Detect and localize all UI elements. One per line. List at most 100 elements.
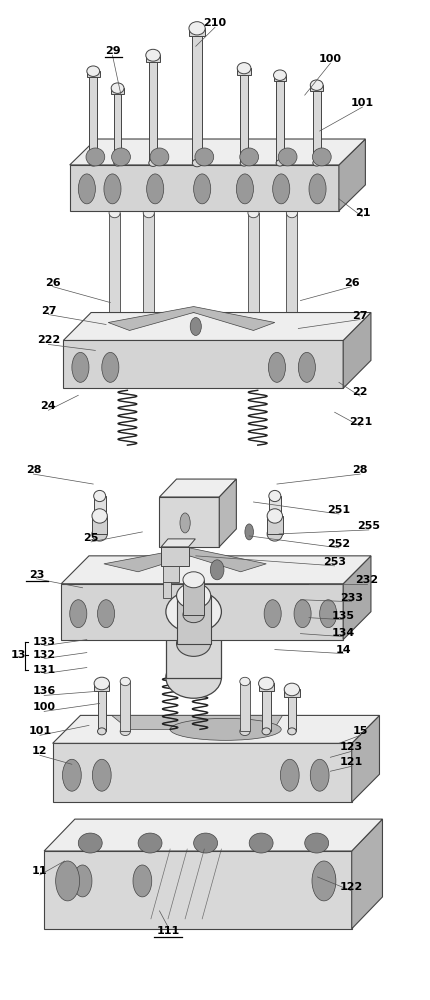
Ellipse shape: [284, 334, 300, 347]
Ellipse shape: [246, 334, 261, 347]
Ellipse shape: [143, 208, 154, 218]
Ellipse shape: [120, 677, 130, 686]
Ellipse shape: [248, 208, 259, 218]
Polygon shape: [63, 340, 343, 388]
Polygon shape: [70, 139, 366, 165]
Ellipse shape: [166, 657, 221, 698]
Ellipse shape: [312, 861, 336, 901]
Polygon shape: [111, 88, 124, 94]
Polygon shape: [161, 547, 188, 566]
Text: 27: 27: [353, 311, 368, 321]
Polygon shape: [87, 71, 100, 77]
Text: 253: 253: [323, 557, 346, 567]
Ellipse shape: [112, 148, 130, 166]
Ellipse shape: [313, 148, 331, 166]
Ellipse shape: [94, 510, 106, 522]
Polygon shape: [52, 715, 380, 743]
Ellipse shape: [309, 174, 326, 204]
Ellipse shape: [98, 600, 115, 628]
Ellipse shape: [310, 759, 329, 791]
Polygon shape: [189, 28, 205, 36]
Ellipse shape: [286, 328, 298, 337]
Text: 11: 11: [32, 866, 48, 876]
Polygon shape: [94, 683, 110, 691]
Ellipse shape: [73, 865, 92, 897]
Ellipse shape: [280, 759, 299, 791]
Polygon shape: [284, 689, 300, 697]
Polygon shape: [94, 496, 106, 516]
Ellipse shape: [286, 208, 298, 218]
Polygon shape: [70, 165, 339, 211]
Ellipse shape: [114, 160, 121, 166]
Ellipse shape: [245, 524, 253, 540]
Polygon shape: [339, 139, 366, 211]
Ellipse shape: [313, 160, 320, 166]
Ellipse shape: [267, 527, 283, 541]
Ellipse shape: [62, 759, 81, 791]
Ellipse shape: [240, 148, 258, 166]
Ellipse shape: [237, 63, 251, 74]
Polygon shape: [98, 683, 106, 731]
Ellipse shape: [183, 572, 204, 588]
Text: 24: 24: [40, 401, 56, 411]
Ellipse shape: [194, 174, 211, 204]
Polygon shape: [166, 612, 221, 678]
Ellipse shape: [94, 490, 106, 502]
Ellipse shape: [240, 677, 250, 686]
Polygon shape: [63, 313, 371, 340]
Ellipse shape: [177, 631, 211, 656]
Ellipse shape: [146, 49, 160, 61]
Ellipse shape: [92, 527, 108, 541]
Polygon shape: [276, 75, 284, 163]
Polygon shape: [44, 819, 382, 851]
Polygon shape: [258, 683, 274, 691]
Ellipse shape: [267, 509, 283, 523]
Ellipse shape: [89, 160, 97, 166]
Ellipse shape: [180, 513, 190, 533]
Ellipse shape: [141, 334, 157, 347]
Text: 123: 123: [340, 742, 363, 752]
Text: 121: 121: [340, 757, 363, 767]
Text: 221: 221: [349, 417, 372, 427]
Polygon shape: [109, 213, 120, 332]
Ellipse shape: [210, 560, 224, 580]
Polygon shape: [107, 328, 122, 340]
Text: 122: 122: [340, 882, 363, 892]
Text: 134: 134: [332, 628, 355, 638]
Polygon shape: [240, 68, 248, 163]
Text: 252: 252: [327, 539, 350, 549]
Text: 28: 28: [26, 465, 41, 475]
Ellipse shape: [177, 583, 211, 608]
Ellipse shape: [240, 727, 250, 736]
Text: 133: 133: [33, 637, 55, 647]
Ellipse shape: [288, 728, 296, 735]
Polygon shape: [61, 556, 371, 584]
Ellipse shape: [248, 328, 259, 337]
Text: 100: 100: [33, 702, 55, 712]
Text: 251: 251: [327, 505, 350, 515]
Text: 136: 136: [33, 686, 56, 696]
Ellipse shape: [72, 352, 89, 382]
Polygon shape: [269, 496, 281, 516]
Ellipse shape: [55, 861, 80, 901]
Polygon shape: [286, 213, 298, 332]
Polygon shape: [163, 566, 179, 582]
Ellipse shape: [141, 322, 157, 335]
Text: 26: 26: [344, 278, 359, 288]
Ellipse shape: [120, 727, 130, 736]
Polygon shape: [248, 213, 259, 332]
Polygon shape: [120, 681, 130, 731]
Ellipse shape: [258, 677, 274, 690]
Polygon shape: [343, 313, 371, 388]
Text: 255: 255: [357, 521, 380, 531]
Text: 15: 15: [353, 726, 368, 736]
Ellipse shape: [269, 490, 281, 502]
Ellipse shape: [102, 352, 119, 382]
Polygon shape: [141, 328, 157, 340]
Ellipse shape: [237, 174, 253, 204]
Ellipse shape: [138, 833, 162, 853]
Polygon shape: [92, 516, 108, 534]
Ellipse shape: [192, 159, 202, 167]
Text: 27: 27: [40, 306, 56, 316]
Ellipse shape: [294, 600, 311, 628]
